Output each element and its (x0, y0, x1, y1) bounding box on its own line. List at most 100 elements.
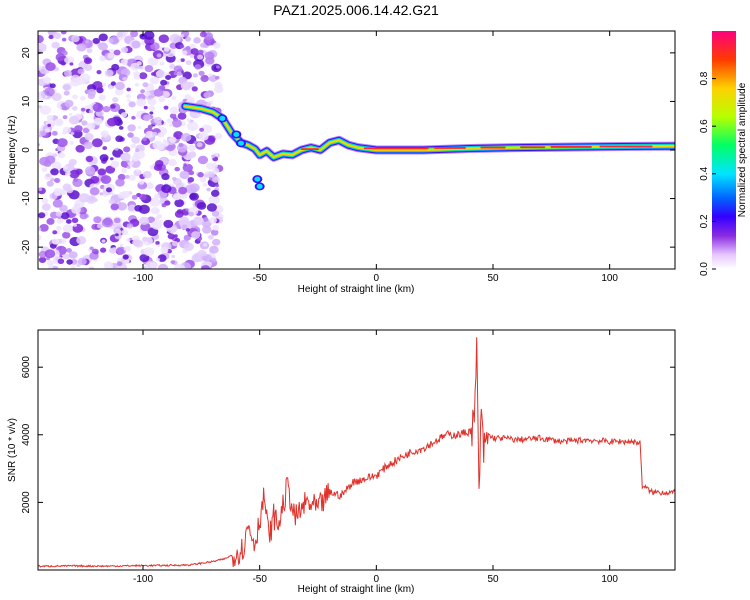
noise-blob (68, 112, 73, 116)
noise-blob (169, 106, 179, 115)
noise-blob (69, 141, 74, 145)
noise-blob (139, 216, 150, 225)
noise-blob (110, 203, 119, 211)
noise-blob (64, 99, 74, 108)
noise-blob (199, 31, 207, 38)
noise-blob (143, 31, 155, 40)
spectrogram-y-tick-label: 10 (21, 95, 32, 107)
noise-blob (151, 131, 158, 137)
snr-x-tick-label: 100 (601, 574, 618, 585)
noise-blob (56, 225, 62, 231)
noise-blob (62, 82, 73, 91)
noise-blob (143, 247, 155, 257)
noise-blob (55, 53, 66, 62)
noise-blob (88, 266, 95, 269)
noise-blob (118, 125, 124, 130)
noise-blob (138, 65, 144, 70)
noise-blob (128, 101, 136, 108)
noise-blob (105, 165, 116, 174)
noise-blob (142, 137, 147, 142)
noise-blob (97, 168, 107, 176)
noise-blob (160, 246, 169, 254)
noise-blob (76, 43, 87, 52)
noise-blob (212, 224, 220, 231)
colorbar-tick-label: 0.8 (699, 71, 710, 85)
noise-blob (185, 45, 191, 50)
noise-blob (65, 163, 75, 171)
noise-blob (38, 234, 42, 241)
noise-blob (77, 257, 87, 266)
spectrogram-x-tick-label: 0 (374, 273, 380, 284)
noise-blob (202, 216, 209, 222)
noise-blob (63, 69, 73, 77)
noise-blob (81, 120, 88, 126)
noise-blob (82, 127, 90, 134)
noise-blob (180, 81, 192, 91)
figure-title: PAZ1.2025.006.14.42.G21 (273, 2, 439, 18)
signal-blob-core (254, 176, 261, 182)
noise-blob (75, 168, 83, 175)
noise-blob (162, 141, 170, 147)
noise-blob (183, 242, 194, 252)
noise-blob (183, 234, 191, 241)
noise-blob (182, 224, 188, 229)
noise-blob (120, 59, 128, 66)
noise-blob (85, 155, 94, 163)
noise-blob (48, 34, 54, 40)
noise-blob (53, 187, 64, 197)
noise-blob (138, 72, 148, 80)
signal-blob-core (219, 115, 226, 121)
noise-blob (124, 259, 130, 265)
noise-blob (176, 71, 182, 77)
snr-y-tick-label: 4000 (21, 423, 32, 446)
noise-blob (189, 54, 195, 58)
noise-blob (171, 119, 182, 128)
noise-blob (187, 121, 199, 131)
spectrogram-x-tick-label: -50 (252, 273, 267, 284)
noise-blob (137, 100, 143, 105)
noise-blob (203, 243, 208, 247)
noise-blob (99, 192, 104, 196)
noise-blob (122, 254, 129, 260)
noise-blob (155, 240, 160, 245)
noise-blob (71, 217, 79, 224)
noise-blob (147, 216, 155, 224)
noise-blob (115, 178, 125, 187)
noise-blob (212, 176, 220, 183)
noise-blob (51, 41, 60, 49)
noise-blob (110, 104, 116, 109)
noise-blob (126, 87, 131, 92)
noise-blob (192, 216, 204, 226)
noise-blob (45, 155, 56, 164)
snr-y-tick-label: 6000 (21, 356, 32, 379)
noise-blob (70, 265, 76, 269)
noise-blob (161, 203, 167, 208)
noise-blob (38, 105, 42, 109)
snr-x-tick-label: 50 (487, 574, 499, 585)
noise-blob (169, 63, 176, 70)
noise-blob (210, 229, 219, 236)
noise-blob (71, 34, 80, 43)
noise-blob (197, 172, 204, 178)
noise-blob (113, 217, 121, 224)
noise-blob (143, 90, 151, 97)
noise-blob (215, 75, 220, 80)
noise-blob (194, 64, 202, 70)
noise-blob (115, 233, 119, 237)
noise-blob (196, 142, 203, 148)
noise-blob (69, 62, 74, 66)
noise-blob (119, 243, 124, 247)
noise-blob (84, 166, 96, 175)
noise-blob (179, 44, 185, 49)
noise-blob (155, 69, 166, 79)
noise-blob (154, 193, 160, 199)
noise-blob (109, 35, 120, 45)
noise-blob (189, 193, 197, 200)
noise-blob (85, 40, 89, 44)
noise-blob (100, 175, 112, 184)
noise-blob (85, 58, 91, 63)
noise-blob (169, 53, 174, 57)
noise-blob (111, 192, 116, 196)
noise-blob (80, 107, 86, 112)
noise-blob (123, 245, 132, 252)
